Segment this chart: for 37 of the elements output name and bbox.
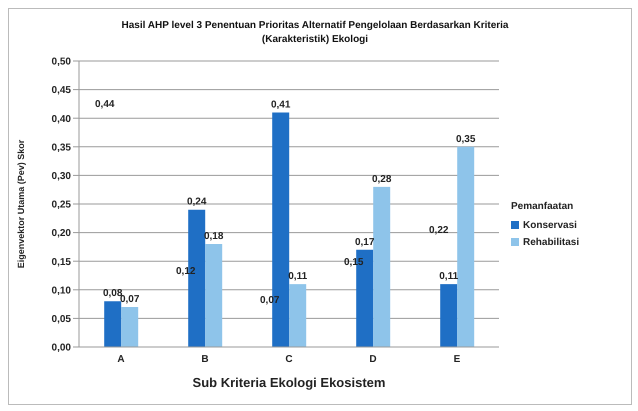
bar	[121, 306, 138, 347]
y-tick-label: 0,30	[52, 170, 72, 182]
annotation: 0,22	[429, 224, 448, 238]
y-tick-label: 0,40	[52, 114, 72, 125]
bar	[373, 186, 390, 347]
bar	[205, 244, 222, 347]
x-tick-label: B	[201, 354, 209, 366]
bar	[104, 301, 122, 347]
data-label: 0,24	[186, 196, 207, 208]
annotation: 0,44	[95, 98, 114, 112]
x-tick-label: D	[369, 354, 377, 366]
data-label: 0,11	[439, 271, 459, 282]
data-label: 0,35	[456, 134, 476, 145]
y-tick-label: 0,10	[52, 285, 72, 296]
y-tick-label: 0,25	[52, 200, 72, 211]
x-tick-label: A	[117, 354, 125, 366]
y-tick-label: 0,50	[52, 56, 72, 68]
y-tick-label: 0,00	[52, 342, 72, 354]
bar	[457, 146, 474, 347]
x-tick-label: E	[454, 354, 461, 366]
x-axis-title: Sub Kriteria Ekologi Ekosistem	[192, 375, 386, 390]
legend-label: Rehabilitasi	[523, 236, 580, 248]
chart-title: Hasil AHP level 3 Penentuan Prioritas Alternatif Pengelolaan Berdasarkan Kriteria (Karakteristik) Ekologi	[120, 19, 510, 47]
data-label: 0,17	[354, 236, 375, 248]
y-tick-label: 0,15	[52, 256, 72, 268]
bar	[440, 284, 458, 347]
y-tick-label: 0,45	[52, 85, 72, 96]
y-tick-label: 0,35	[52, 142, 72, 154]
data-label: 0,28	[372, 174, 392, 185]
x-tick-label: C	[285, 354, 293, 366]
legend-label: Konservasi	[523, 220, 577, 230]
data-label: 0,41	[270, 99, 291, 110]
y-axis-title: Eigenvektor Utama (Pev) Skor	[16, 139, 26, 268]
bar	[289, 284, 306, 347]
legend-title: Pemanfaatan	[511, 200, 574, 212]
y-tick-label: 0,20	[52, 228, 72, 240]
y-tick-label: 0,05	[52, 314, 72, 325]
